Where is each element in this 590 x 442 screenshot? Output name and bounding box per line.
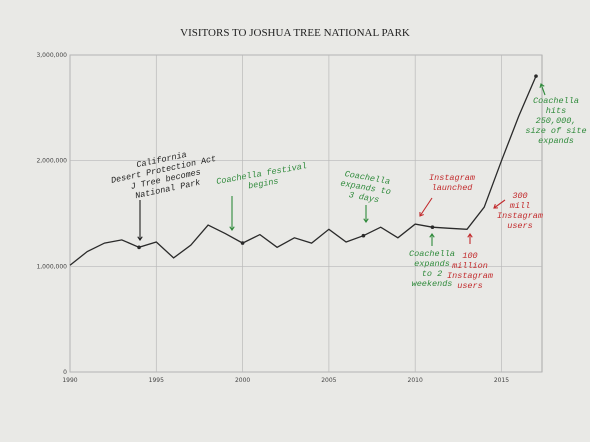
annotation-arrow xyxy=(540,83,546,96)
x-tick-label: 2000 xyxy=(235,377,250,384)
data-point xyxy=(361,233,366,238)
data-point xyxy=(534,74,538,78)
annotation-text: Coachella xyxy=(409,249,455,259)
annotation-arrowhead xyxy=(363,218,369,223)
annotation-text: Instagram xyxy=(429,173,475,183)
annotation-text: 250,000, xyxy=(536,116,577,126)
annotation-arrow xyxy=(493,199,506,209)
annotation-text: million xyxy=(452,261,488,271)
x-tick-label: 2010 xyxy=(408,377,423,384)
annotation-text: to 2 xyxy=(422,269,442,279)
chart-title: VISITORS TO JOSHUA TREE NATIONAL PARK xyxy=(180,27,410,39)
y-tick-label: 0 xyxy=(63,369,67,376)
annotation-arrowhead xyxy=(429,233,435,238)
annotation-arrow xyxy=(419,197,433,217)
annotation-text: weekends xyxy=(412,279,453,289)
data-point xyxy=(430,225,435,230)
annotation-text: expands xyxy=(414,259,450,269)
annotation-text: users xyxy=(507,221,533,231)
x-tick-label: 1990 xyxy=(62,377,77,384)
y-tick-label: 1,000,000 xyxy=(36,263,67,270)
y-tick-label: 3,000,000 xyxy=(36,52,67,59)
annotation-text: 300 xyxy=(512,191,527,201)
annotation-text: Instagram xyxy=(497,211,543,221)
annotation-arrowhead xyxy=(137,236,143,241)
annotation-arrowhead xyxy=(493,204,499,209)
annotation-arrowhead xyxy=(229,226,235,231)
x-tick-label: 1995 xyxy=(149,377,164,384)
annotation-text: launched xyxy=(432,183,474,193)
annotation-text: mill xyxy=(510,201,530,211)
y-tick-label: 2,000,000 xyxy=(36,158,67,165)
x-tick-label: 2005 xyxy=(321,377,336,384)
data-point xyxy=(240,241,245,245)
annotation-text: Instagram xyxy=(447,271,493,281)
annotation-text: hits xyxy=(546,106,566,116)
x-tick-label: 2015 xyxy=(494,377,509,384)
annotation-text: Coachella xyxy=(533,96,579,106)
annotation-arrowhead xyxy=(539,83,545,89)
annotation-text: users xyxy=(457,281,483,291)
annotation-arrowhead xyxy=(467,233,473,238)
data-line xyxy=(69,75,537,266)
annotation-text: 100 xyxy=(462,251,477,261)
annotation-arrowhead xyxy=(419,211,424,217)
annotation-text: expands xyxy=(538,136,574,146)
annotation-text: size of site xyxy=(525,126,586,136)
data-point xyxy=(137,245,141,250)
